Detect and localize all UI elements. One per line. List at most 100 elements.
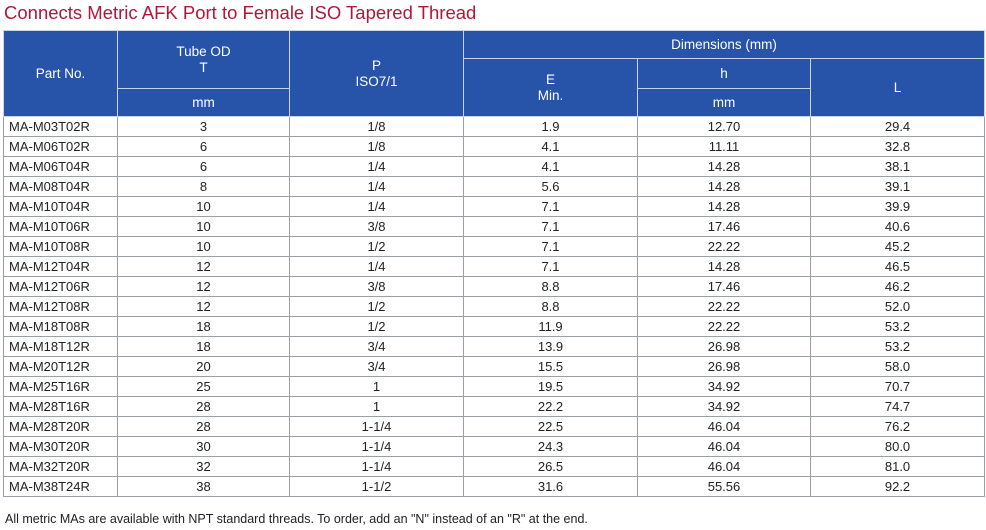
table-row: MA-M28T20R 28 1-1/4 22.5 46.04 76.2 <box>4 417 985 437</box>
cell-p: 1-1/2 <box>290 477 464 497</box>
cell-tube-od: 10 <box>118 217 290 237</box>
cell-h: 34.92 <box>638 397 811 417</box>
cell-h: 14.28 <box>638 197 811 217</box>
cell-e: 22.5 <box>464 417 638 437</box>
cell-h: 46.04 <box>638 437 811 457</box>
cell-e: 4.1 <box>464 137 638 157</box>
cell-p: 1/8 <box>290 117 464 137</box>
spec-table: Part No. Tube OD T P ISO7/1 Dimensions (… <box>3 30 985 497</box>
cell-l: 92.2 <box>811 477 985 497</box>
cell-part-no: MA-M10T08R <box>4 237 118 257</box>
table-row: MA-M06T04R 6 1/4 4.1 14.28 38.1 <box>4 157 985 177</box>
cell-tube-od: 30 <box>118 437 290 457</box>
table-row: MA-M32T20R 32 1-1/4 26.5 46.04 81.0 <box>4 457 985 477</box>
cell-part-no: MA-M20T12R <box>4 357 118 377</box>
cell-h: 26.98 <box>638 337 811 357</box>
table-row: MA-M06T02R 6 1/8 4.1 11.11 32.8 <box>4 137 985 157</box>
cell-p: 1/2 <box>290 317 464 337</box>
cell-part-no: MA-M18T08R <box>4 317 118 337</box>
table-row: MA-M30T20R 30 1-1/4 24.3 46.04 80.0 <box>4 437 985 457</box>
header-h-unit: mm <box>638 89 811 117</box>
cell-part-no: MA-M12T06R <box>4 277 118 297</box>
cell-l: 53.2 <box>811 317 985 337</box>
page-title: Connects Metric AFK Port to Female ISO T… <box>4 0 476 28</box>
header-e-label: E <box>464 72 637 88</box>
cell-tube-od: 20 <box>118 357 290 377</box>
cell-e: 8.8 <box>464 277 638 297</box>
table-row: MA-M08T04R 8 1/4 5.6 14.28 39.1 <box>4 177 985 197</box>
cell-l: 29.4 <box>811 117 985 137</box>
cell-h: 17.46 <box>638 277 811 297</box>
cell-p: 1/4 <box>290 257 464 277</box>
cell-l: 81.0 <box>811 457 985 477</box>
table-row: MA-M12T08R 12 1/2 8.8 22.22 52.0 <box>4 297 985 317</box>
cell-tube-od: 18 <box>118 317 290 337</box>
table-body: MA-M03T02R 3 1/8 1.9 12.70 29.4 MA-M06T02R 6 1/8… <box>4 117 985 497</box>
cell-h: 14.28 <box>638 257 811 277</box>
cell-l: 39.9 <box>811 197 985 217</box>
cell-tube-od: 38 <box>118 477 290 497</box>
table-row: MA-M12T06R 12 3/8 8.8 17.46 46.2 <box>4 277 985 297</box>
cell-part-no: MA-M32T20R <box>4 457 118 477</box>
table-row: MA-M03T02R 3 1/8 1.9 12.70 29.4 <box>4 117 985 137</box>
table-row: MA-M38T24R 38 1-1/2 31.6 55.56 92.2 <box>4 477 985 497</box>
cell-e: 7.1 <box>464 237 638 257</box>
cell-e: 15.5 <box>464 357 638 377</box>
cell-p: 3/4 <box>290 357 464 377</box>
cell-l: 76.2 <box>811 417 985 437</box>
cell-h: 22.22 <box>638 237 811 257</box>
cell-l: 58.0 <box>811 357 985 377</box>
cell-part-no: MA-M03T02R <box>4 117 118 137</box>
cell-l: 74.7 <box>811 397 985 417</box>
cell-tube-od: 12 <box>118 297 290 317</box>
cell-p: 1-1/4 <box>290 417 464 437</box>
cell-tube-od: 12 <box>118 257 290 277</box>
header-e-min: Min. <box>464 88 637 104</box>
cell-l: 32.8 <box>811 137 985 157</box>
table-row: MA-M28T16R 28 1 22.2 34.92 74.7 <box>4 397 985 417</box>
cell-e: 7.1 <box>464 217 638 237</box>
cell-e: 19.5 <box>464 377 638 397</box>
cell-tube-od: 6 <box>118 137 290 157</box>
cell-p: 1/4 <box>290 177 464 197</box>
cell-e: 31.6 <box>464 477 638 497</box>
cell-e: 26.5 <box>464 457 638 477</box>
cell-h: 12.70 <box>638 117 811 137</box>
cell-tube-od: 8 <box>118 177 290 197</box>
table-row: MA-M10T06R 10 3/8 7.1 17.46 40.6 <box>4 217 985 237</box>
cell-p: 3/8 <box>290 217 464 237</box>
cell-p: 3/8 <box>290 277 464 297</box>
cell-e: 22.2 <box>464 397 638 417</box>
cell-p: 1/4 <box>290 197 464 217</box>
header-tube-od-symbol: T <box>118 60 289 76</box>
cell-e: 7.1 <box>464 197 638 217</box>
footnote: All metric MAs are available with NPT st… <box>5 512 588 526</box>
cell-l: 46.5 <box>811 257 985 277</box>
cell-e: 24.3 <box>464 437 638 457</box>
cell-h: 14.28 <box>638 157 811 177</box>
cell-h: 34.92 <box>638 377 811 397</box>
header-part-no: Part No. <box>4 31 118 117</box>
cell-tube-od: 28 <box>118 397 290 417</box>
cell-h: 22.22 <box>638 317 811 337</box>
cell-p: 1-1/4 <box>290 457 464 477</box>
cell-p: 1/4 <box>290 157 464 177</box>
cell-l: 53.2 <box>811 337 985 357</box>
cell-part-no: MA-M06T04R <box>4 157 118 177</box>
cell-l: 39.1 <box>811 177 985 197</box>
cell-h: 14.28 <box>638 177 811 197</box>
header-p: P ISO7/1 <box>290 31 464 117</box>
cell-part-no: MA-M12T04R <box>4 257 118 277</box>
header-l: L <box>811 59 985 117</box>
cell-h: 26.98 <box>638 357 811 377</box>
cell-l: 40.6 <box>811 217 985 237</box>
cell-part-no: MA-M10T04R <box>4 197 118 217</box>
cell-part-no: MA-M30T20R <box>4 437 118 457</box>
header-dimensions: Dimensions (mm) <box>464 31 985 59</box>
cell-p: 1 <box>290 377 464 397</box>
cell-l: 46.2 <box>811 277 985 297</box>
cell-e: 11.9 <box>464 317 638 337</box>
cell-tube-od: 25 <box>118 377 290 397</box>
cell-e: 5.6 <box>464 177 638 197</box>
cell-tube-od: 10 <box>118 197 290 217</box>
